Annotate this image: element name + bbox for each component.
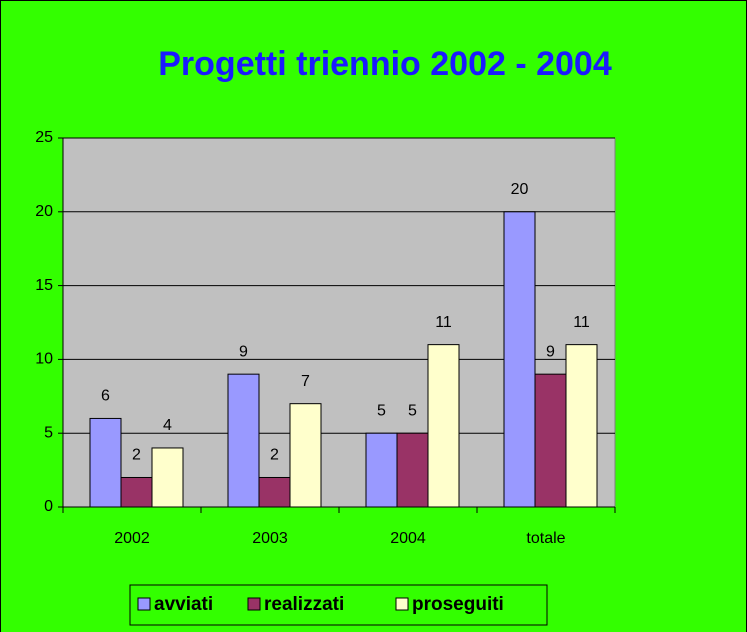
legend-box [129, 584, 548, 626]
legend-swatch [395, 597, 409, 611]
value-label: 5 [377, 402, 386, 419]
bar [151, 447, 184, 508]
bar [258, 476, 291, 508]
value-label: 9 [546, 343, 555, 360]
value-label: 11 [435, 314, 452, 331]
value-label: 9 [239, 343, 248, 360]
x-tick-label: 2003 [252, 530, 288, 547]
x-tick-label: totale [526, 530, 565, 547]
bar [89, 417, 122, 508]
value-label: 20 [511, 181, 529, 198]
bar [534, 373, 567, 508]
bar [227, 373, 260, 508]
y-tick-label: 25 [35, 129, 53, 146]
value-label: 7 [301, 373, 310, 390]
y-tick-label: 5 [44, 424, 53, 441]
value-label: 4 [163, 417, 172, 434]
x-tick-label: 2002 [114, 530, 150, 547]
legend-swatch [137, 597, 151, 611]
bar [427, 344, 460, 508]
value-label: 11 [573, 314, 590, 331]
y-tick-label: 0 [44, 498, 53, 515]
x-tick-label: 2004 [390, 530, 426, 547]
bar [565, 344, 598, 508]
y-tick-label: 20 [35, 203, 53, 220]
value-label: 5 [408, 402, 417, 419]
legend-text: realizzati [264, 594, 344, 615]
y-tick-label: 15 [35, 277, 53, 294]
bar [396, 432, 429, 508]
bar [503, 211, 536, 508]
value-label: 2 [270, 447, 279, 464]
legend-text: proseguiti [412, 594, 504, 615]
bar [365, 432, 398, 508]
value-label: 2 [132, 447, 141, 464]
chart-title: Progetti triennio 2002 - 2004 [158, 45, 612, 83]
legend-text: avviati [154, 594, 213, 615]
legend-swatch [247, 597, 261, 611]
bar [120, 476, 153, 508]
y-tick-label: 10 [35, 351, 53, 368]
bar [289, 403, 322, 508]
value-label: 6 [101, 388, 110, 405]
